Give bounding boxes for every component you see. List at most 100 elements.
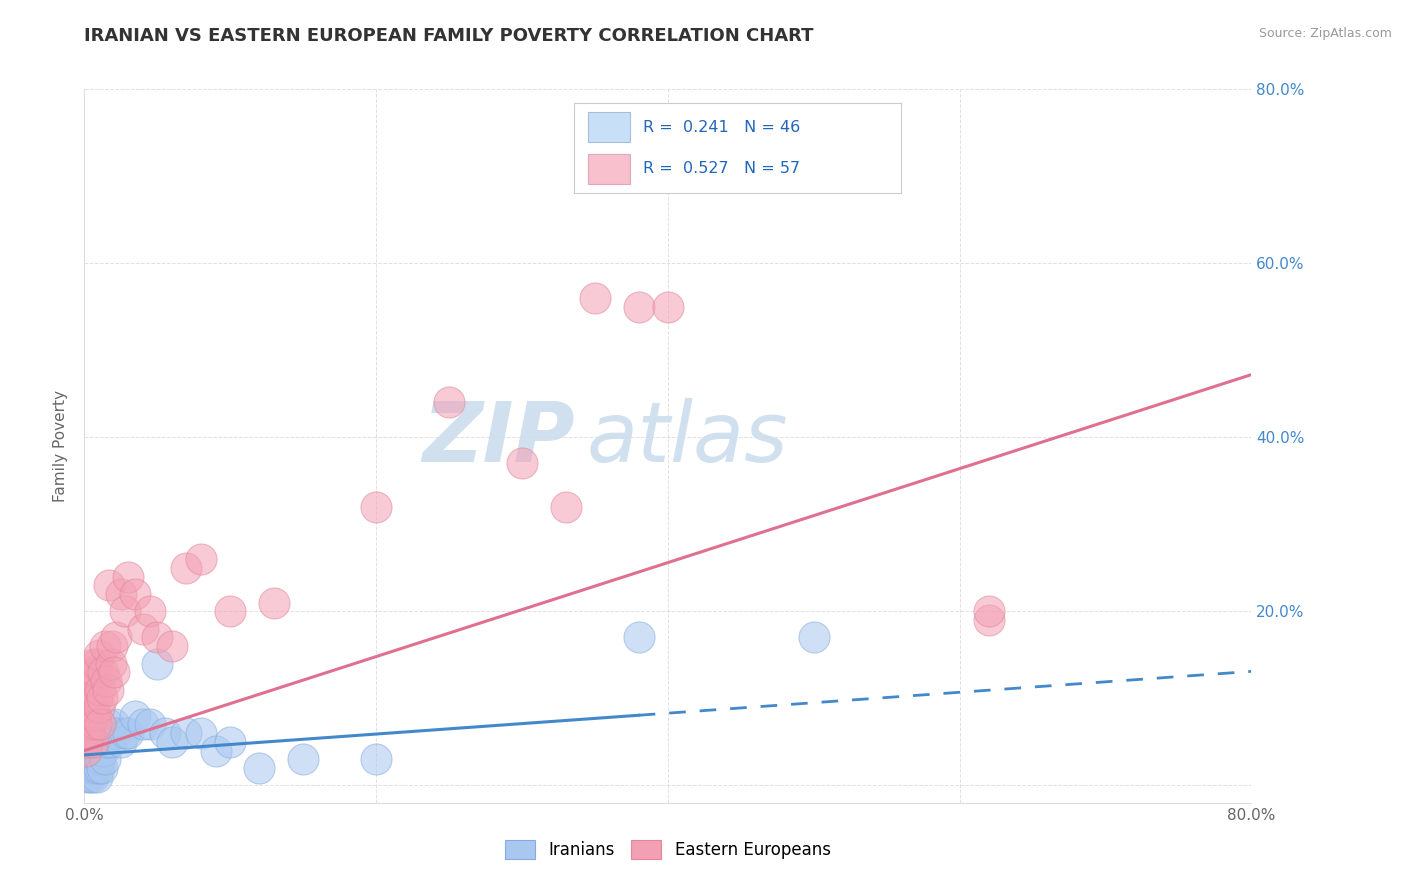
Point — [100, 735, 122, 749]
Point — [75, 761, 97, 775]
Point — [627, 631, 650, 645]
Point — [160, 735, 183, 749]
Point — [292, 752, 315, 766]
Point — [86, 761, 108, 775]
Point — [583, 291, 606, 305]
Point — [96, 673, 118, 688]
Point — [89, 752, 111, 766]
Y-axis label: Family Poverty: Family Poverty — [53, 390, 69, 502]
Point — [94, 639, 117, 653]
Point — [77, 761, 100, 775]
Point — [80, 761, 103, 775]
Point — [80, 735, 103, 749]
Point — [84, 752, 107, 766]
Point — [627, 300, 650, 314]
Point — [91, 665, 114, 680]
Point — [219, 735, 242, 749]
Point — [83, 743, 105, 757]
Point — [105, 631, 128, 645]
Point — [77, 743, 100, 757]
Point — [77, 726, 100, 740]
Text: ZIP: ZIP — [422, 399, 575, 479]
Point — [110, 735, 132, 749]
Point — [79, 770, 101, 784]
Point — [83, 761, 105, 775]
Point — [160, 639, 183, 653]
Point — [89, 717, 111, 731]
Point — [176, 726, 198, 740]
Point — [79, 752, 101, 766]
Point — [94, 752, 117, 766]
Point — [89, 682, 111, 697]
Point — [87, 761, 110, 775]
Point — [366, 752, 388, 766]
Point — [132, 717, 155, 731]
Point — [103, 717, 125, 731]
Point — [82, 657, 104, 671]
Point — [82, 770, 104, 784]
Point — [97, 682, 120, 697]
Point — [219, 604, 242, 618]
Point — [103, 665, 125, 680]
Point — [366, 500, 388, 514]
Point — [117, 569, 139, 583]
Point — [76, 770, 98, 784]
Point — [86, 657, 108, 671]
Point — [139, 604, 162, 618]
Text: IRANIAN VS EASTERN EUROPEAN FAMILY POVERTY CORRELATION CHART: IRANIAN VS EASTERN EUROPEAN FAMILY POVER… — [84, 27, 814, 45]
Point — [139, 717, 162, 731]
Point — [82, 735, 104, 749]
Point — [79, 717, 101, 731]
Point — [76, 708, 98, 723]
Point — [247, 761, 270, 775]
Point — [117, 726, 139, 740]
Point — [146, 631, 169, 645]
Point — [100, 657, 122, 671]
Point — [124, 587, 146, 601]
Point — [82, 700, 104, 714]
Point — [510, 457, 533, 471]
Point — [190, 726, 212, 740]
Point — [77, 700, 100, 714]
Point — [76, 691, 98, 706]
Point — [75, 717, 97, 731]
Point — [91, 743, 114, 757]
Point — [657, 300, 679, 314]
Point — [114, 604, 136, 618]
Point — [87, 700, 110, 714]
Point — [110, 587, 132, 601]
Point — [80, 708, 103, 723]
Point — [83, 673, 105, 688]
Point — [146, 657, 169, 671]
Point — [124, 708, 146, 723]
Point — [90, 761, 112, 775]
Point — [176, 561, 198, 575]
Text: Source: ZipAtlas.com: Source: ZipAtlas.com — [1258, 27, 1392, 40]
Point — [84, 735, 107, 749]
Point — [87, 648, 110, 662]
Point — [77, 673, 100, 688]
Text: atlas: atlas — [586, 399, 787, 479]
Point — [153, 726, 176, 740]
Legend: Iranians, Eastern Europeans: Iranians, Eastern Europeans — [498, 833, 838, 866]
Point — [86, 691, 108, 706]
Point — [977, 604, 1000, 618]
Point — [803, 631, 825, 645]
Point — [83, 708, 105, 723]
Point — [105, 726, 128, 740]
Point — [97, 717, 120, 731]
Point — [190, 552, 212, 566]
Point — [98, 578, 121, 592]
Point — [79, 665, 101, 680]
Point — [114, 726, 136, 740]
Point — [82, 752, 104, 766]
Point — [437, 395, 460, 409]
Point — [977, 613, 1000, 627]
Point — [96, 735, 118, 749]
Point — [132, 622, 155, 636]
Point — [90, 691, 112, 706]
Point — [75, 743, 97, 757]
Point — [554, 500, 576, 514]
Point — [76, 752, 98, 766]
Point — [84, 717, 107, 731]
